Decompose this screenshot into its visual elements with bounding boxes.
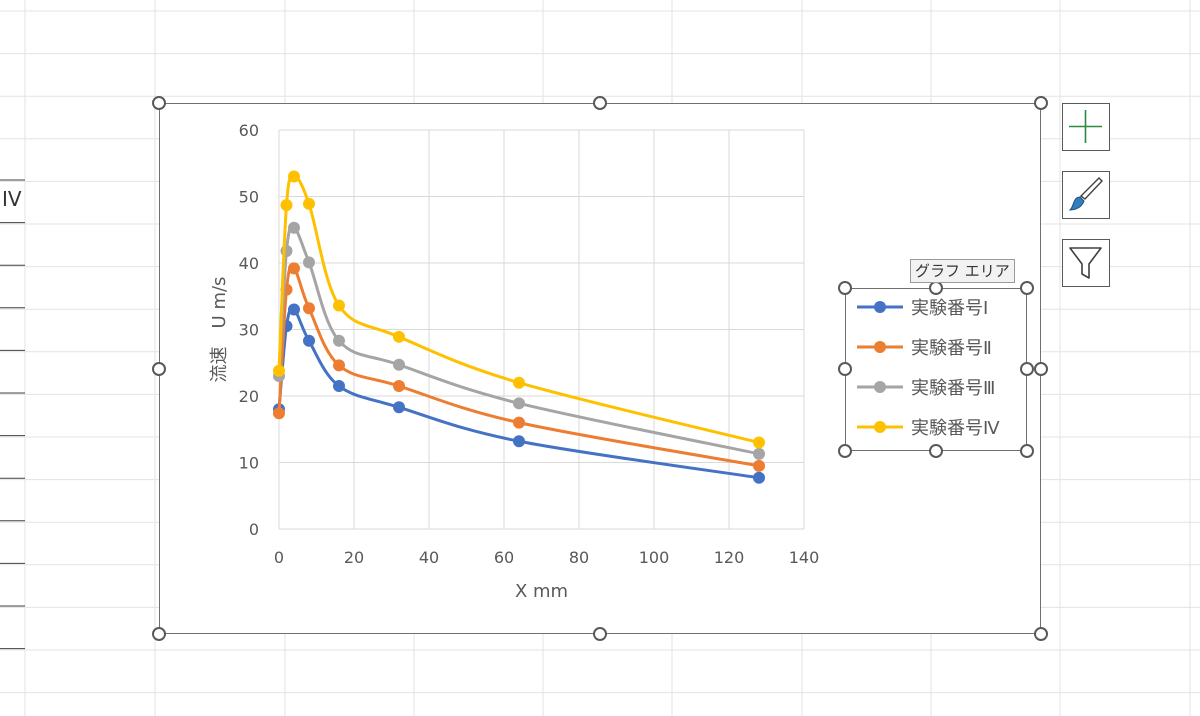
data-point[interactable] bbox=[513, 435, 525, 448]
chart-styles-button[interactable] bbox=[1062, 171, 1110, 219]
y-tick-label: 60 bbox=[239, 121, 259, 140]
resize-handle-top-left[interactable] bbox=[152, 96, 166, 110]
resize-handle-top-center[interactable] bbox=[593, 96, 607, 110]
x-tick-label: 20 bbox=[344, 548, 364, 567]
gridlines bbox=[278, 129, 805, 530]
funnel-icon bbox=[1069, 247, 1102, 279]
data-point[interactable] bbox=[280, 199, 293, 212]
x-tick-label: 100 bbox=[639, 548, 670, 567]
legend-handle-bottom-left[interactable] bbox=[838, 444, 852, 458]
legend-entry[interactable]: 実験番号Ⅰ bbox=[855, 292, 988, 322]
data-point[interactable] bbox=[333, 299, 345, 312]
legend-label: 実験番号Ⅰ bbox=[911, 298, 989, 319]
y-tick-label: 0 bbox=[249, 520, 259, 539]
legend-swatch bbox=[857, 381, 903, 393]
legend-swatch bbox=[857, 341, 903, 353]
data-point[interactable] bbox=[393, 380, 405, 393]
resize-handle-bottom-center[interactable] bbox=[593, 627, 607, 641]
data-point[interactable] bbox=[303, 334, 315, 347]
data-point[interactable] bbox=[280, 245, 293, 258]
legend-handle-top-center[interactable] bbox=[929, 281, 943, 295]
data-point[interactable] bbox=[303, 256, 315, 269]
data-point[interactable] bbox=[288, 303, 300, 316]
resize-handle-bottom-left[interactable] bbox=[152, 627, 166, 641]
legend-label: 実験番号Ⅲ bbox=[911, 378, 996, 399]
data-point[interactable] bbox=[333, 359, 345, 372]
data-point[interactable] bbox=[513, 376, 525, 389]
series-4[interactable] bbox=[273, 170, 765, 449]
legend-handle-top-left[interactable] bbox=[838, 281, 852, 295]
y-tick-label: 40 bbox=[239, 254, 259, 273]
chart-elements-button[interactable] bbox=[1062, 103, 1110, 151]
data-point[interactable] bbox=[753, 471, 765, 484]
legend-entry[interactable]: 実験番号Ⅱ bbox=[855, 332, 992, 362]
resize-handle-top-right[interactable] bbox=[1034, 96, 1048, 110]
data-point[interactable] bbox=[273, 407, 285, 420]
data-point[interactable] bbox=[303, 302, 315, 315]
x-tick-label: 140 bbox=[789, 548, 820, 567]
plus-icon bbox=[1069, 110, 1102, 143]
x-axis-label: X mm bbox=[515, 581, 568, 602]
x-tick-label: 80 bbox=[569, 548, 589, 567]
data-point[interactable] bbox=[273, 364, 285, 377]
data-point[interactable] bbox=[288, 262, 300, 275]
data-point[interactable] bbox=[753, 436, 765, 449]
data-point[interactable] bbox=[333, 334, 345, 347]
data-point[interactable] bbox=[288, 170, 300, 183]
x-tick-label: 40 bbox=[419, 548, 439, 567]
x-tick-label: 60 bbox=[494, 548, 514, 567]
y-tick-label: 20 bbox=[239, 387, 259, 406]
legend-entry[interactable]: 実験番号Ⅳ bbox=[855, 412, 1000, 442]
legend-swatch bbox=[857, 301, 903, 313]
resize-handle-middle-right[interactable] bbox=[1034, 362, 1048, 376]
tooltip: グラフ エリア bbox=[910, 259, 1015, 283]
data-point[interactable] bbox=[393, 358, 405, 371]
resize-handle-middle-left[interactable] bbox=[152, 362, 166, 376]
x-tick-label: 120 bbox=[714, 548, 745, 567]
chart-area[interactable]: 0 10 20 30 40 50 60 0 20 40 60 80 100 120 140 X mm 流速 U … bbox=[159, 103, 1041, 634]
legend-handle-middle-right[interactable] bbox=[1020, 362, 1034, 376]
data-point[interactable] bbox=[393, 401, 405, 414]
data-point[interactable] bbox=[753, 447, 765, 460]
paintbrush-icon bbox=[1068, 177, 1103, 211]
data-point[interactable] bbox=[513, 416, 525, 429]
legend-handle-top-right[interactable] bbox=[1020, 281, 1034, 295]
data-point[interactable] bbox=[513, 397, 525, 410]
legend-handle-bottom-center[interactable] bbox=[929, 444, 943, 458]
legend-label: 実験番号Ⅱ bbox=[911, 338, 992, 359]
data-point[interactable] bbox=[333, 380, 345, 393]
series-2[interactable] bbox=[273, 262, 765, 472]
y-tick-label: 30 bbox=[239, 321, 259, 340]
resize-handle-bottom-right[interactable] bbox=[1034, 627, 1048, 641]
y-tick-label: 50 bbox=[239, 188, 259, 207]
chart-filters-button[interactable] bbox=[1062, 239, 1110, 287]
x-tick-label: 0 bbox=[274, 548, 284, 567]
legend-handle-bottom-right[interactable] bbox=[1020, 444, 1034, 458]
legend-swatch bbox=[857, 421, 903, 433]
series-1[interactable] bbox=[273, 303, 765, 484]
legend-entry[interactable]: 実験番号Ⅲ bbox=[855, 372, 995, 402]
data-point[interactable] bbox=[753, 459, 765, 472]
legend-label: 実験番号Ⅳ bbox=[911, 418, 1000, 439]
legend-handle-middle-left[interactable] bbox=[838, 362, 852, 376]
data-point[interactable] bbox=[288, 221, 300, 234]
series-3[interactable] bbox=[273, 221, 765, 460]
y-tick-label: 10 bbox=[239, 454, 259, 473]
data-point[interactable] bbox=[393, 330, 405, 343]
data-point[interactable] bbox=[303, 197, 315, 210]
cell-text: IV bbox=[2, 187, 22, 211]
chart-plot: 0 10 20 30 40 50 60 0 20 40 60 80 100 120 140 X mm 流速 U … bbox=[209, 121, 820, 602]
y-axis-label: 流速 U m/s bbox=[209, 277, 230, 383]
